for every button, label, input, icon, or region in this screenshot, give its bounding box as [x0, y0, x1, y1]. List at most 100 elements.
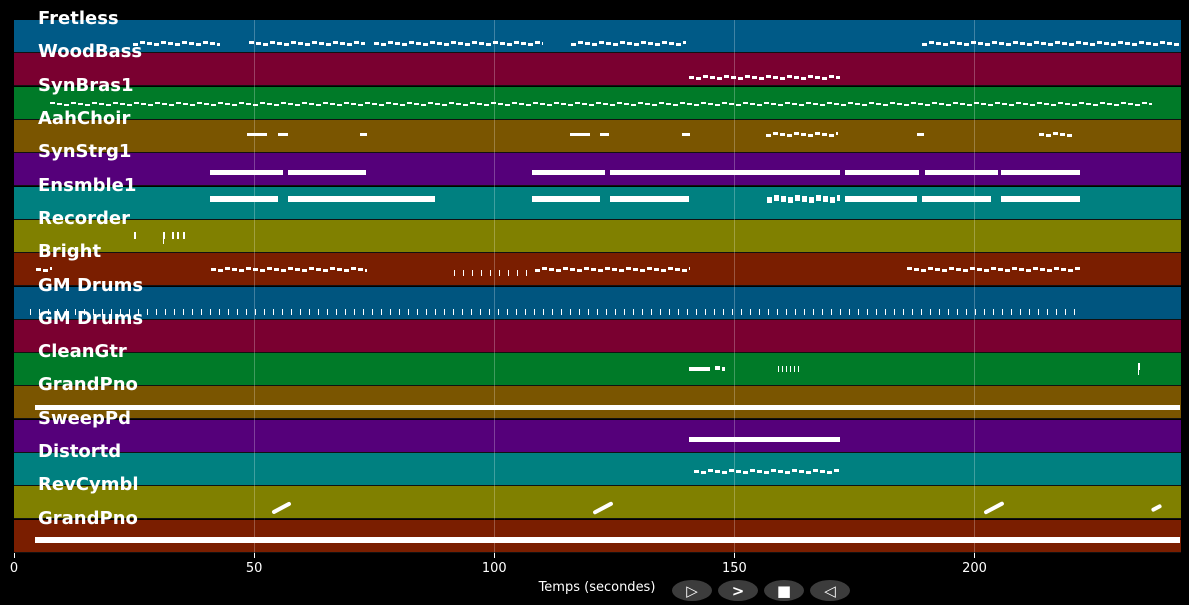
- midi-note: [491, 101, 497, 104]
- midi-note: [728, 469, 734, 473]
- midi-note: [35, 405, 1180, 411]
- track-label: GM Drums: [38, 274, 144, 296]
- midi-note: [722, 308, 725, 315]
- midi-note: [822, 195, 828, 202]
- midi-note: [587, 308, 590, 315]
- midi-note: [991, 267, 997, 271]
- midi-note: [1026, 269, 1032, 273]
- midi-note: [335, 308, 338, 315]
- midi-note: [1005, 43, 1011, 46]
- midi-note: [770, 469, 776, 473]
- midi-note: [897, 102, 903, 105]
- track-lane: [14, 286, 1181, 320]
- midi-note: [1075, 267, 1081, 271]
- midi-note: [305, 43, 311, 46]
- midi-note: [1023, 102, 1029, 105]
- midi-note: [534, 269, 540, 273]
- midi-note: [758, 77, 764, 81]
- stop-button[interactable]: ■: [764, 580, 804, 601]
- track-label: Fretless: [38, 8, 119, 29]
- midi-note: [1058, 101, 1064, 104]
- midi-note: [507, 270, 510, 277]
- x-tick: [14, 553, 15, 558]
- track-lane: [14, 519, 1181, 553]
- midi-note: [582, 102, 588, 105]
- midi-note: [998, 42, 1004, 45]
- grid-line: [254, 20, 256, 553]
- midi-note: [398, 308, 401, 315]
- midi-note: [1068, 269, 1074, 273]
- midi-note: [555, 269, 561, 273]
- midi-note: [688, 436, 840, 442]
- midi-note: [287, 267, 293, 271]
- x-tick-label: 150: [721, 561, 747, 576]
- midi-note: [548, 268, 554, 272]
- midi-note: [693, 470, 699, 474]
- midi-note: [736, 103, 742, 106]
- midi-note: [480, 270, 483, 277]
- midi-note: [773, 194, 779, 201]
- midi-note: [750, 102, 756, 105]
- grid-line: [494, 20, 496, 553]
- track-label: GM Drums: [38, 307, 144, 329]
- play-button[interactable]: ▷: [672, 580, 712, 601]
- midi-note: [694, 103, 700, 106]
- midi-note: [575, 101, 581, 104]
- midi-note: [329, 267, 335, 271]
- midi-note: [603, 102, 609, 105]
- midi-note: [984, 43, 990, 46]
- midi-note: [709, 76, 715, 80]
- midi-note: [876, 102, 882, 105]
- midi-note: [855, 102, 861, 105]
- track-label: GrandPno: [38, 374, 138, 396]
- track-label: WoodBass: [38, 41, 143, 63]
- midi-note: [357, 268, 363, 272]
- midi-note: [875, 308, 878, 315]
- midi-note: [336, 268, 342, 272]
- rewind-button[interactable]: ◁: [810, 580, 850, 601]
- midi-note: [358, 103, 364, 106]
- midi-note: [609, 170, 687, 176]
- track-lane: [14, 419, 1181, 453]
- midi-note: [484, 103, 490, 106]
- midi-note: [1005, 269, 1011, 273]
- midi-note: [568, 103, 574, 106]
- midi-note: [862, 103, 868, 106]
- midi-note: [280, 269, 286, 273]
- midi-note: [638, 101, 644, 104]
- midi-note: [928, 267, 934, 271]
- midi-note: [599, 132, 610, 136]
- midi-note: [162, 231, 165, 239]
- midi-note: [655, 43, 661, 46]
- midi-note: [428, 101, 434, 104]
- midi-note: [631, 103, 637, 106]
- midi-note: [301, 269, 307, 273]
- forward-button[interactable]: >: [718, 580, 758, 601]
- midi-note: [500, 42, 506, 45]
- midi-note: [1012, 41, 1018, 44]
- midi-note: [749, 308, 752, 315]
- midi-note: [772, 131, 778, 135]
- midi-note: [743, 101, 749, 104]
- midi-note: [379, 103, 385, 106]
- midi-note: [924, 170, 998, 176]
- track-label: RevCymbl: [38, 474, 139, 496]
- track-lane: [14, 119, 1181, 153]
- midi-note: [470, 308, 473, 315]
- midi-note: [1037, 308, 1040, 315]
- midi-note: [442, 103, 448, 106]
- midi-note: [1096, 41, 1102, 44]
- track-lane: [14, 86, 1181, 120]
- midi-note: [246, 132, 267, 136]
- midi-note: [35, 536, 1180, 543]
- midi-note: [540, 102, 546, 105]
- midi-note: [1001, 170, 1080, 176]
- midi-note: [921, 43, 927, 46]
- midi-note: [786, 133, 792, 137]
- midi-note: [176, 101, 182, 104]
- midi-note: [589, 103, 595, 106]
- midi-note: [907, 267, 913, 271]
- midi-note: [751, 76, 757, 80]
- midi-note: [140, 41, 146, 44]
- midi-note: [841, 103, 847, 106]
